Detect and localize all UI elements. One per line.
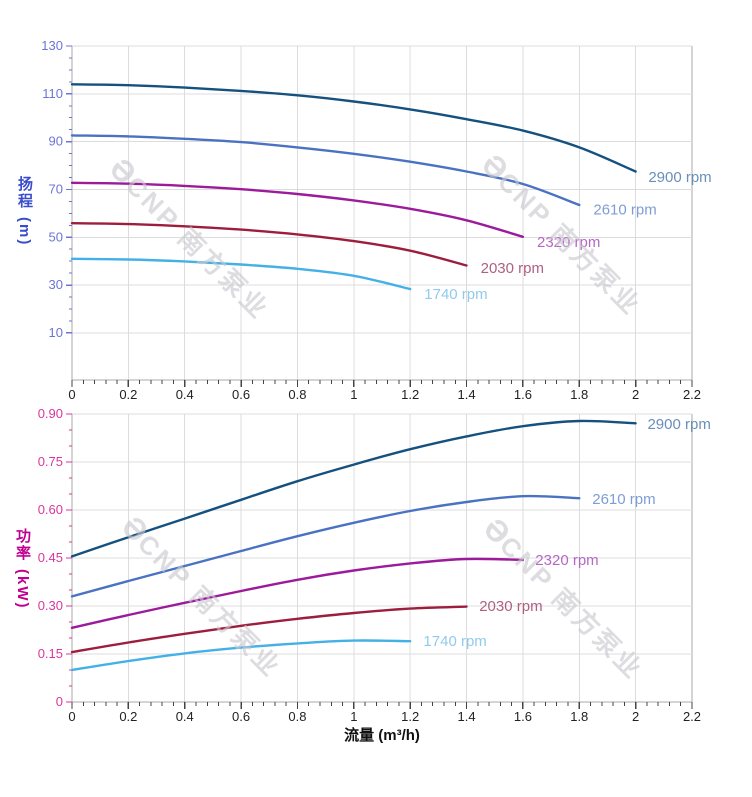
power-y-axis-title: 功率 (kW)	[12, 528, 33, 610]
y-tick-label: 90	[49, 134, 63, 149]
power-y-axis-unit: (kW)	[14, 569, 31, 610]
y-tick-label: 50	[49, 229, 63, 244]
y-tick-label: 30	[49, 277, 63, 292]
y-tick-label: 0	[56, 694, 63, 709]
x-tick-label: 1	[350, 709, 357, 724]
x-tick-label: 1.4	[458, 387, 476, 402]
curve-1740-rpm	[70, 639, 412, 672]
curve-label-2900-rpm: 2900 rpm	[647, 416, 710, 433]
x-tick-label: 1.8	[570, 387, 588, 402]
x-tick-label: 2.2	[683, 709, 701, 724]
curve-2030-rpm	[70, 605, 468, 654]
x-tick-label: 2	[632, 387, 639, 402]
x-tick-label: 0	[68, 387, 75, 402]
x-tick-label: 0.2	[119, 709, 137, 724]
x-tick-label: 0.8	[288, 709, 306, 724]
head-chart: 0 0.2 0.4 0.6 0.8 1 1.2 1.4 1.6 1.8 2 2.2 130 110 90 70…	[41, 38, 711, 402]
x-tick-label: 1.2	[401, 709, 419, 724]
curve-label-1740-rpm: 1740 rpm	[423, 633, 486, 650]
y-tick-label: 0.75	[38, 454, 63, 469]
x-tick-label: 0.4	[176, 709, 194, 724]
curve-2030-rpm	[70, 222, 468, 267]
y-tick-label: 0.15	[38, 646, 63, 661]
y-tick-label: 0.60	[38, 502, 63, 517]
curve-label-1740-rpm: 1740 rpm	[424, 286, 487, 303]
curve-label-2030-rpm: 2030 rpm	[479, 598, 542, 615]
y-tick-label: 0.90	[38, 406, 63, 421]
power-chart: 0 0.2 0.4 0.6 0.8 1 1.2 1.4 1.6 1.8 2 2.2 0.90 0.75 0.…	[38, 406, 711, 724]
x-tick-label: 0.2	[119, 387, 137, 402]
x-tick-label: 0	[68, 709, 75, 724]
x-tick-label: 1.6	[514, 709, 532, 724]
curve-2320-rpm	[70, 181, 525, 238]
curve-2900-rpm	[70, 83, 637, 173]
head-y-axis-unit: (m)	[16, 217, 33, 247]
curve-label-2900-rpm: 2900 rpm	[648, 169, 711, 186]
y-tick-label: 10	[49, 325, 63, 340]
y-tick-label: 110	[42, 86, 63, 101]
curve-2320-rpm	[70, 557, 525, 629]
curve-2610-rpm	[70, 134, 581, 207]
curve-label-2610-rpm: 2610 rpm	[592, 491, 655, 508]
x-tick-label: 2	[632, 709, 639, 724]
x-axis-title: 流量 (m³/h)	[344, 727, 420, 744]
head-y-axis-title: 扬程 (m)	[14, 176, 35, 246]
x-tick-label: 1.2	[401, 387, 419, 402]
curve-label-2610-rpm: 2610 rpm	[593, 202, 656, 219]
curve-2900-rpm	[70, 419, 637, 558]
x-tick-label: 0.8	[288, 387, 306, 402]
x-tick-label: 0.6	[232, 709, 250, 724]
x-tick-label: 0.6	[232, 387, 250, 402]
y-tick-label: 130	[41, 38, 63, 53]
y-tick-label: 0.30	[38, 598, 63, 613]
x-tick-label: 0.4	[176, 387, 194, 402]
curve-label-2320-rpm: 2320 rpm	[537, 234, 600, 251]
y-tick-label: 0.45	[38, 550, 63, 565]
head-y-axis-title-text: 扬程	[16, 176, 33, 210]
x-tick-label: 1.8	[570, 709, 588, 724]
x-tick-label: 1	[350, 387, 357, 402]
curve-label-2030-rpm: 2030 rpm	[481, 260, 544, 277]
curve-2610-rpm	[70, 494, 581, 598]
curve-1740-rpm	[70, 257, 412, 291]
x-tick-label: 1.4	[458, 709, 476, 724]
x-tick-label: 2.2	[683, 387, 701, 402]
power-y-axis-title-text: 功率	[14, 528, 31, 562]
x-tick-label: 1.6	[514, 387, 532, 402]
y-tick-label: 70	[49, 181, 63, 196]
curve-label-2320-rpm: 2320 rpm	[535, 552, 598, 569]
